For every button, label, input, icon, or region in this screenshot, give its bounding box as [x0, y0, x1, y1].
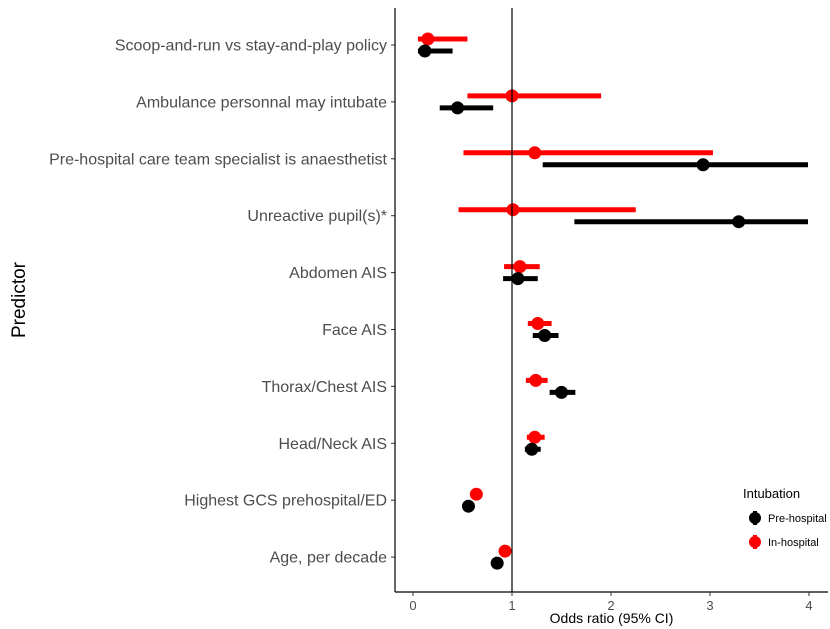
x-axis-title: Odds ratio (95% CI) [550, 610, 674, 626]
y-axis-ticks [391, 44, 395, 558]
predictor-label: Highest GCS prehospital/ED [184, 493, 387, 510]
legend-key-point [749, 536, 761, 548]
predictor-label: Scoop-and-run vs stay-and-play policy [115, 38, 387, 55]
x-tick-label: 0 [409, 598, 416, 613]
in-hospital-point [528, 146, 542, 160]
predictor-label: Thorax/Chest AIS [262, 379, 387, 396]
legend-label: In-hospital [768, 537, 819, 549]
confidence-intervals [417, 32, 808, 570]
predictor-label: Abdomen AIS [289, 265, 387, 282]
predictor-label: Head/Neck AIS [279, 436, 388, 453]
predictor-label: Ambulance personnal may intubate [136, 94, 387, 111]
pre-hospital-point [555, 385, 568, 399]
legend-title: Intubation [743, 486, 800, 501]
x-tick-label: 2 [607, 598, 614, 613]
in-hospital-point [513, 260, 527, 274]
legend-items: Pre-hospital In-hospital [749, 511, 827, 549]
in-hospital-point [469, 487, 483, 501]
y-axis-title: Predictor [9, 261, 30, 338]
legend-label: Pre-hospital [768, 513, 827, 525]
legend: Intubation Pre-hospital In-hospital [743, 486, 827, 549]
in-hospital-point [421, 32, 435, 46]
pre-hospital-point [538, 329, 552, 342]
x-tick-label: 3 [706, 598, 713, 613]
in-hospital-point [506, 203, 520, 217]
pre-hospital-point [461, 499, 475, 513]
predictor-label: Age, per decade [270, 550, 388, 567]
pre-hospital-point [511, 272, 525, 286]
pre-hospital-point [696, 158, 710, 172]
legend-key-point [749, 512, 761, 524]
pre-hospital-point [418, 44, 432, 58]
pre-hospital-point [732, 215, 746, 229]
in-hospital-point [529, 373, 543, 387]
pre-hospital-point [490, 556, 504, 570]
pre-hospital-point [451, 101, 465, 115]
in-hospital-point [498, 544, 512, 558]
x-axis-ticks: 0 1 2 3 4 [409, 592, 813, 613]
predictor-labels: Scoop-and-run vs stay-and-play policy Amb… [49, 38, 387, 567]
x-tick-label: 4 [805, 598, 812, 613]
predictor-label: Face AIS [322, 322, 387, 339]
pre-hospital-point [525, 442, 539, 456]
in-hospital-point [531, 317, 545, 330]
predictor-label: Unreactive pupil(s)* [247, 208, 387, 225]
x-tick-label: 1 [508, 598, 515, 613]
in-hospital-point [528, 430, 542, 444]
predictor-label: Pre-hospital care team specialist is ana… [49, 151, 387, 168]
